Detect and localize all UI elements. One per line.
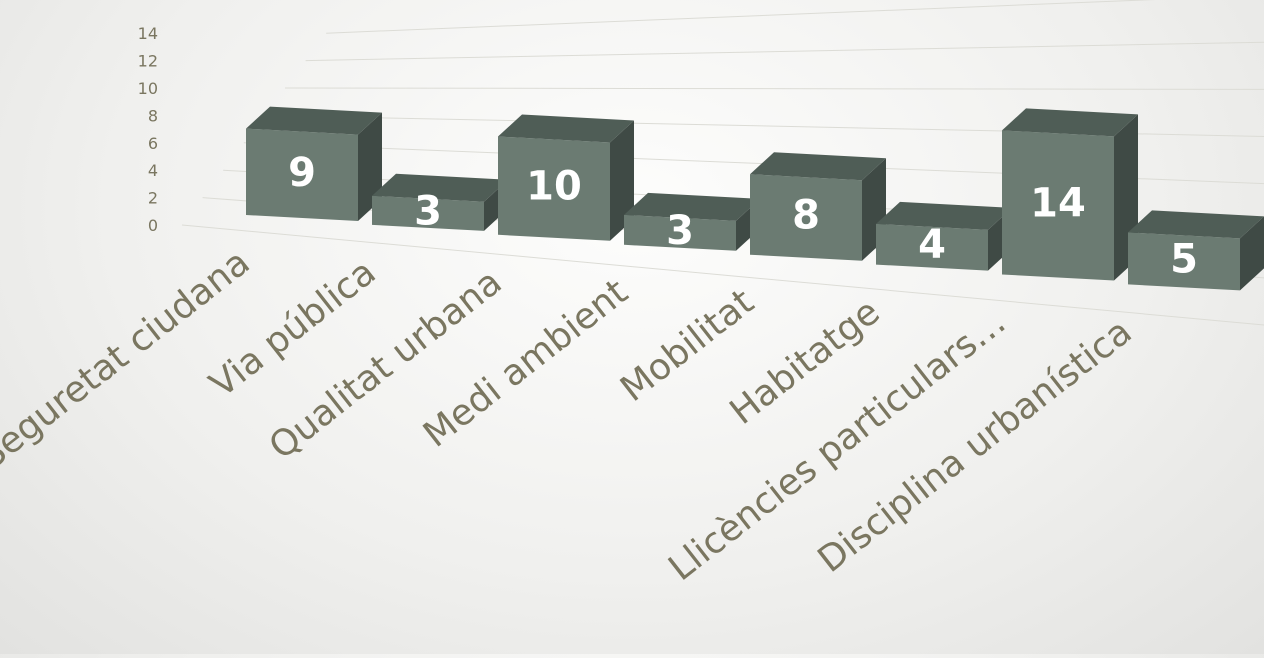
y-tick-label: 8	[148, 106, 158, 125]
bar-top	[246, 106, 382, 135]
data-label: 3	[414, 188, 442, 234]
data-labels: 9 3 10 3 8 4 14 5	[288, 150, 1198, 283]
y-tick-label: 4	[148, 161, 158, 180]
gridline	[305, 41, 1264, 62]
gridline	[326, 0, 1156, 34]
bar-top	[750, 152, 886, 181]
bar-top	[372, 173, 508, 202]
gridline	[181, 224, 1264, 326]
data-label: 9	[288, 150, 316, 196]
y-axis-tick-labels: 0 2 4 6 8 10 12 14	[138, 24, 158, 235]
data-label: 5	[1170, 236, 1198, 282]
bar-front	[624, 214, 736, 251]
bar-front	[498, 136, 610, 241]
data-label: 10	[526, 164, 582, 210]
data-label: 4	[918, 222, 946, 268]
bar-top	[1002, 108, 1138, 137]
bar-top	[624, 192, 760, 221]
bar-front	[876, 223, 988, 271]
data-label: 3	[666, 208, 694, 254]
bar-front	[750, 174, 862, 261]
bar-front	[1128, 232, 1240, 291]
bar-front	[1002, 130, 1114, 281]
bar-top	[1128, 210, 1264, 239]
data-label: 8	[792, 192, 820, 238]
bar-top	[498, 114, 634, 143]
y-tick-label: 2	[148, 189, 158, 208]
y-tick-label: 0	[148, 216, 158, 235]
bar-front	[372, 195, 484, 231]
y-tick-label: 10	[138, 79, 158, 98]
data-label: 14	[1030, 180, 1086, 226]
y-tick-label: 14	[138, 24, 158, 43]
bar-side	[610, 120, 634, 241]
y-tick-label: 12	[138, 52, 158, 71]
gridline	[284, 87, 1264, 90]
category-label: Qualitat urbana	[262, 262, 510, 468]
bar-front	[246, 128, 358, 221]
bar-top	[876, 201, 1012, 230]
y-tick-label: 6	[148, 134, 158, 153]
bars	[246, 106, 1264, 291]
bar-side	[1240, 216, 1264, 291]
